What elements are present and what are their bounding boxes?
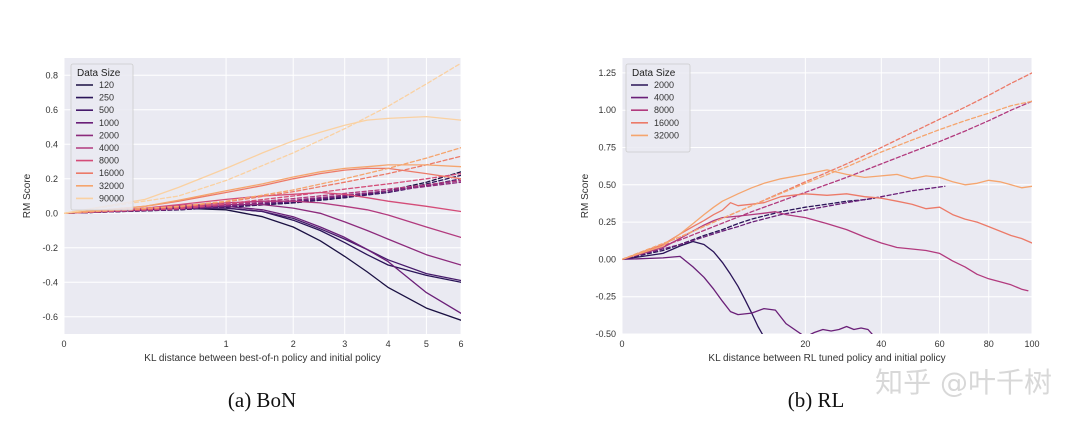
y-tick-label: -0.4 <box>42 277 58 287</box>
x-tick-label: 1 <box>224 339 229 349</box>
legend-entry-32000: 32000 <box>99 181 124 191</box>
legend-entry-8000: 8000 <box>654 105 674 115</box>
y-tick-label: 0.4 <box>45 139 58 149</box>
legend-entry-8000: 8000 <box>99 156 119 166</box>
legend-entry-500: 500 <box>99 105 114 115</box>
x-tick-label: 80 <box>984 339 994 349</box>
series-8000-dashed-line <box>622 100 1032 261</box>
x-tick-label: 0 <box>619 339 624 349</box>
x-tick-label: 2 <box>291 339 296 349</box>
chart-rl: 0 20 40 60 80 100 -0.50 -0.25 0.00 0.25 0.50 0.75 1.… <box>580 58 1040 364</box>
legend-title: Data Size <box>632 68 676 79</box>
y-tick-label: 0.75 <box>598 143 616 153</box>
series-16000-solid-line <box>64 167 461 214</box>
y-tick-label: 1.00 <box>598 105 616 115</box>
x-tick-label: 20 <box>800 339 810 349</box>
x-tick-label: 4 <box>386 339 391 349</box>
legend-entry-2000: 2000 <box>99 130 119 140</box>
legend-entry-16000: 16000 <box>99 168 124 178</box>
series-8000-solid-line <box>622 211 1029 292</box>
x-axis-label: KL distance between RL tuned policy and … <box>708 353 945 364</box>
series-2000-solid-line <box>64 203 461 266</box>
y-tick-label: -0.6 <box>42 312 58 322</box>
series-group <box>64 62 461 321</box>
legend-entry-32000: 32000 <box>654 130 679 140</box>
series-2000-dashed-line <box>64 181 461 214</box>
y-tick-label: 0.0 <box>45 208 58 218</box>
y-axis-label: RM Score <box>22 173 33 218</box>
legend-entry-120: 120 <box>99 80 114 90</box>
series-4000-solid-line <box>622 255 873 334</box>
legend-entry-1000: 1000 <box>99 118 119 128</box>
caption-bon: (a) BoN <box>228 388 296 412</box>
y-tick-label: 0.00 <box>598 254 616 264</box>
series-32000-dashed-line <box>64 147 461 214</box>
series-90000-dashed-line <box>64 62 461 214</box>
series-4000-solid-line <box>64 200 461 239</box>
series-90000-solid-line <box>64 115 461 214</box>
legend-entry-16000: 16000 <box>654 118 679 128</box>
legend-entry-250: 250 <box>99 93 114 103</box>
x-tick-label: 0 <box>61 339 66 349</box>
y-tick-label: -0.2 <box>42 243 58 253</box>
x-tick-label: 3 <box>342 339 347 349</box>
y-tick-label: -0.50 <box>595 329 616 339</box>
legend-entry-90000: 90000 <box>99 193 124 203</box>
series-8000-solid-line <box>64 191 461 214</box>
y-tick-label: 0.8 <box>45 70 58 80</box>
watermark: 知乎 @叶千树 <box>875 366 1052 399</box>
x-tick-label: 40 <box>876 339 886 349</box>
legend-title: Data Size <box>77 68 121 79</box>
series-16000-dashed-line <box>64 155 461 214</box>
series-4000-dashed-line <box>64 179 461 214</box>
y-tick-label: 0.2 <box>45 174 58 184</box>
y-tick-label: 0.50 <box>598 180 616 190</box>
series-1000-solid-line <box>64 205 461 314</box>
x-tick-label: 5 <box>424 339 429 349</box>
series-16000-solid-line <box>622 193 1032 261</box>
legend-entry-4000: 4000 <box>99 143 119 153</box>
chart-bon: 0 1 2 3 4 5 6 -0.6 -0.4 -0.2 0.0 0.2 0.4 0.6 0.8 KL dis… <box>22 58 464 364</box>
x-tick-label: 60 <box>935 339 945 349</box>
y-axis-label: RM Score <box>580 173 591 218</box>
caption-rl: (b) RL <box>788 388 845 412</box>
legend-entry-4000: 4000 <box>654 93 674 103</box>
series-group <box>622 72 1032 334</box>
y-tick-label: -0.25 <box>595 292 616 302</box>
series-32000-solid-line <box>64 164 461 214</box>
x-tick-label: 6 <box>458 339 463 349</box>
y-tick-label: 0.25 <box>598 217 616 227</box>
legend-entry-2000: 2000 <box>654 80 674 90</box>
series-32000-dashed-line <box>622 100 1032 261</box>
series-32000-solid-line <box>622 169 1032 261</box>
series-1000-dashed-line <box>64 179 461 214</box>
x-tick-label: 100 <box>1024 339 1039 349</box>
series-500-solid-line <box>64 207 461 282</box>
x-axis-label: KL distance between best-of-n policy and… <box>144 353 380 364</box>
y-tick-label: 0.6 <box>45 105 58 115</box>
y-tick-label: 1.25 <box>598 68 616 78</box>
series-4000-dashed-line <box>622 185 946 261</box>
